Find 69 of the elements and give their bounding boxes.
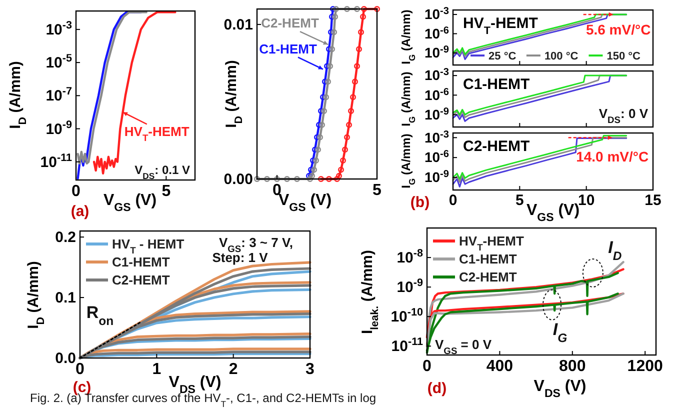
y-tick-label: 10$^{-5}$ — [46, 52, 72, 72]
y-tick-label: 10$^{-9}$ — [46, 118, 72, 138]
annotation: HV$_{T}$-HEMT — [124, 124, 190, 144]
text: (b) — [410, 194, 430, 211]
y-tick-label: 10$^{-11}$ — [391, 336, 423, 356]
y-tick-label: 10$^{-6}$ — [424, 86, 450, 103]
text: (a) — [70, 203, 90, 220]
annotation: V$_{DS}$: 0.1 V — [134, 163, 190, 181]
y-tick-label: 10$^{-3}$ — [424, 6, 450, 22]
annotation: V$_{GS}$ = 0 V — [435, 337, 492, 356]
annotation: V$_{DS}$: 0 V — [598, 106, 648, 125]
y-tick-label: 10$^{-3}$ — [46, 19, 72, 38]
y-tick-label: 10$^{-9}$ — [424, 168, 450, 186]
x-axis-title: V$_{GS}$ (V) — [103, 192, 157, 214]
y-tick-label: 0.0 — [55, 350, 76, 368]
y-tick-label: 10$^{-10}$ — [390, 306, 423, 326]
x-tick-label: 1 — [152, 361, 162, 378]
annotation: C1-HEMT — [259, 41, 317, 56]
y-tick-label: 0.1 — [55, 290, 76, 307]
annotation: V$_{GS}$: 3 ~ 7 V, — [218, 235, 294, 254]
y-tick-label: 10$^{-3}$ — [424, 66, 450, 84]
text: HV$_{T}$-HEMT — [463, 15, 538, 37]
x-tick-label: 3 — [306, 361, 315, 378]
legend-label: HV$_{T}$ - HEMT — [112, 236, 184, 256]
y-tick-label: 10$^{-9}$ — [396, 277, 423, 296]
y-tick-label: 0.00 — [224, 171, 253, 188]
x-tick-label: 1200 — [627, 358, 663, 375]
y-tick-label: 10$^{-8}$ — [396, 248, 423, 267]
x-tick-label: 15 — [644, 192, 662, 209]
chart-title: C2-HEMT — [463, 138, 530, 155]
y-tick-label: 10$^{-9}$ — [424, 106, 450, 122]
legend-label: C2-HEMT — [459, 270, 517, 285]
text: (c) — [72, 379, 92, 396]
x-tick-label: 0 — [422, 358, 432, 375]
y-tick-label: 0.2 — [55, 229, 76, 246]
text: (d) — [427, 380, 447, 397]
y-tick-label: 10$^{-7}$ — [46, 86, 72, 105]
legend-label: C1-HEMT — [459, 252, 517, 267]
y-tick-label: 10$^{-6}$ — [424, 148, 450, 166]
x-tick-label: 0 — [448, 192, 458, 209]
x-tick-label: 0 — [76, 361, 85, 378]
x-axis-title: V$_{DS}$ (V) — [534, 378, 586, 400]
legend-label: C2-HEMT — [112, 272, 170, 288]
x-tick-label: 5 — [372, 182, 382, 199]
y-tick-label: 10$^{-9}$ — [424, 44, 450, 61]
legend-label: 100 °C — [544, 50, 578, 62]
annotation: I$_{D}$ — [608, 238, 622, 263]
annotation: R$_{on}$ — [86, 303, 114, 328]
annotation: 14.0 mV/°C — [576, 148, 649, 165]
chart-title: C1-HEMT — [463, 76, 530, 93]
x-tick-label: 10 — [578, 192, 595, 209]
x-tick-label: 2 — [228, 361, 238, 378]
legend-label: 25 °C — [488, 50, 516, 62]
x-tick-label: 5 — [162, 183, 171, 200]
annotation: 5.6 mV/°C — [586, 21, 651, 38]
annotation: C2-HEMT — [261, 16, 319, 31]
x-tick-label: 800 — [559, 358, 586, 375]
annotation: I$_{G}$ — [552, 320, 568, 345]
x-tick-label: 0 — [72, 183, 81, 200]
y-tick-label: 10$^{-11}$ — [40, 152, 72, 171]
legend-label: C1-HEMT — [112, 254, 170, 270]
x-axis-title: V$_{GS}$ (V) — [526, 202, 580, 224]
y-tick-label: 10$^{-6}$ — [424, 24, 450, 42]
x-tick-label: 400 — [486, 358, 514, 375]
y-tick-label: 10$^{-3}$ — [424, 128, 450, 146]
legend-label: 150 °C — [606, 50, 641, 62]
legend-label: HV$_{T}$-HEMT — [459, 234, 524, 253]
y-tick-label: 0.01 — [224, 16, 253, 34]
x-tick-label: 5 — [515, 192, 524, 209]
